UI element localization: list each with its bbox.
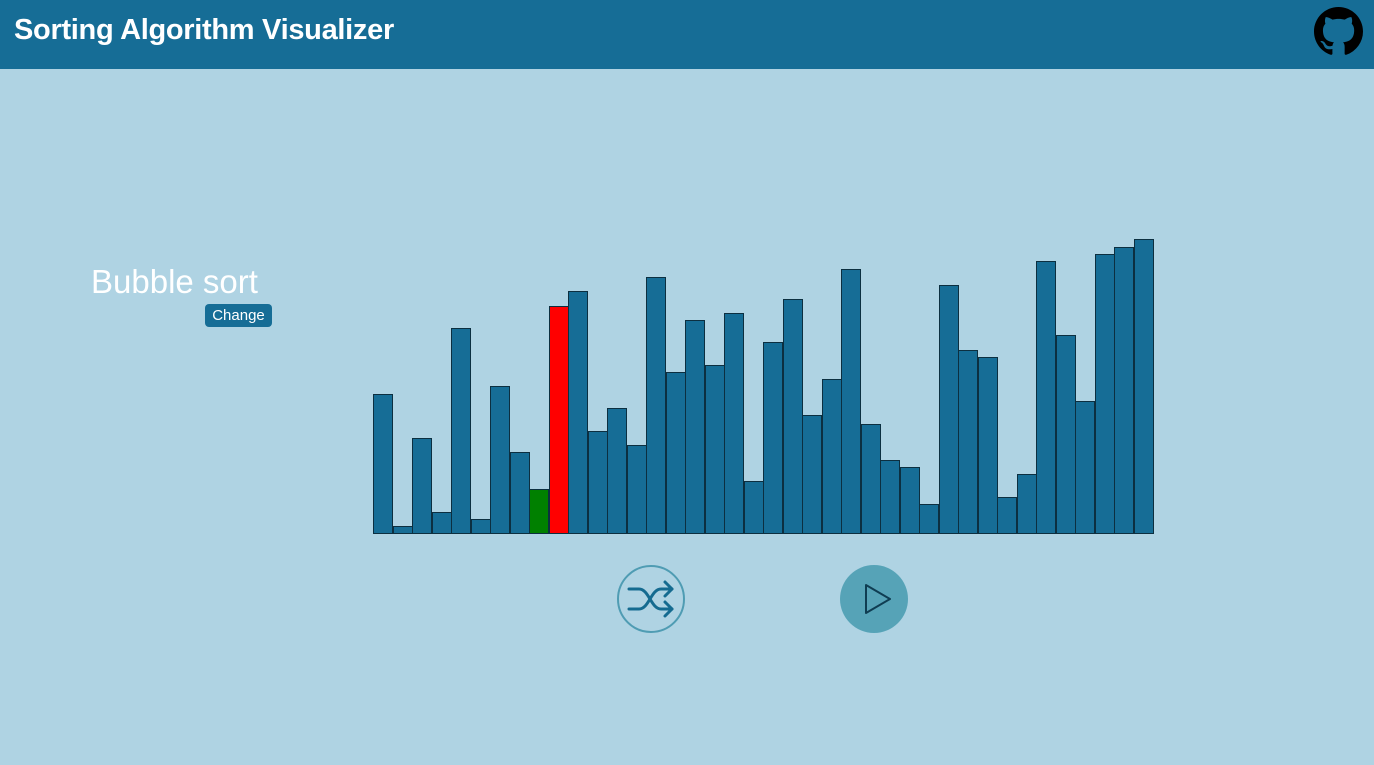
array-bar: [763, 342, 783, 534]
array-bar: [432, 512, 452, 534]
play-button[interactable]: [840, 565, 908, 633]
shuffle-button[interactable]: [617, 565, 685, 633]
array-bar: [1095, 254, 1115, 534]
array-bar: [744, 481, 764, 534]
array-bar: [373, 394, 393, 534]
array-bar: [685, 320, 705, 534]
change-algorithm-button[interactable]: Change: [205, 304, 272, 327]
algorithm-name: Bubble sort: [91, 263, 258, 300]
array-bar: [1114, 247, 1134, 534]
array-bar: [841, 269, 861, 534]
array-bar: [822, 379, 842, 534]
shuffle-icon: [627, 580, 674, 618]
array-bar: [880, 460, 900, 534]
array-bar: [919, 504, 939, 534]
array-bar: [1134, 239, 1154, 534]
array-bar: [646, 277, 666, 534]
array-bar: [861, 424, 881, 534]
array-bar: [1036, 261, 1056, 534]
array-bar: [802, 415, 822, 534]
array-bar: [1075, 401, 1095, 534]
array-bar: [549, 306, 569, 534]
array-bar: [939, 285, 959, 534]
array-bar: [900, 467, 920, 534]
array-bar: [412, 438, 432, 534]
array-bar: [568, 291, 588, 534]
array-bar: [1017, 474, 1037, 534]
play-icon: [865, 584, 891, 614]
array-bar: [451, 328, 471, 534]
array-bar: [471, 519, 491, 534]
array-bar: [588, 431, 608, 534]
array-bar: [627, 445, 647, 534]
array-bars: [373, 230, 1155, 534]
app-header: Sorting Algorithm Visualizer: [0, 0, 1374, 69]
app-title: Sorting Algorithm Visualizer: [14, 14, 394, 46]
array-bar: [393, 526, 413, 534]
array-bar: [490, 386, 510, 534]
array-bar: [724, 313, 744, 534]
array-bar: [997, 497, 1017, 534]
github-icon: [1314, 7, 1363, 55]
array-bar: [783, 299, 803, 534]
array-bar: [607, 408, 627, 534]
array-bar: [510, 452, 530, 534]
array-bar: [666, 372, 686, 534]
array-bar: [529, 489, 549, 534]
array-bar: [705, 365, 725, 534]
github-link[interactable]: [1314, 7, 1363, 56]
array-bar: [958, 350, 978, 534]
array-bar: [1056, 335, 1076, 534]
array-bar: [978, 357, 998, 534]
